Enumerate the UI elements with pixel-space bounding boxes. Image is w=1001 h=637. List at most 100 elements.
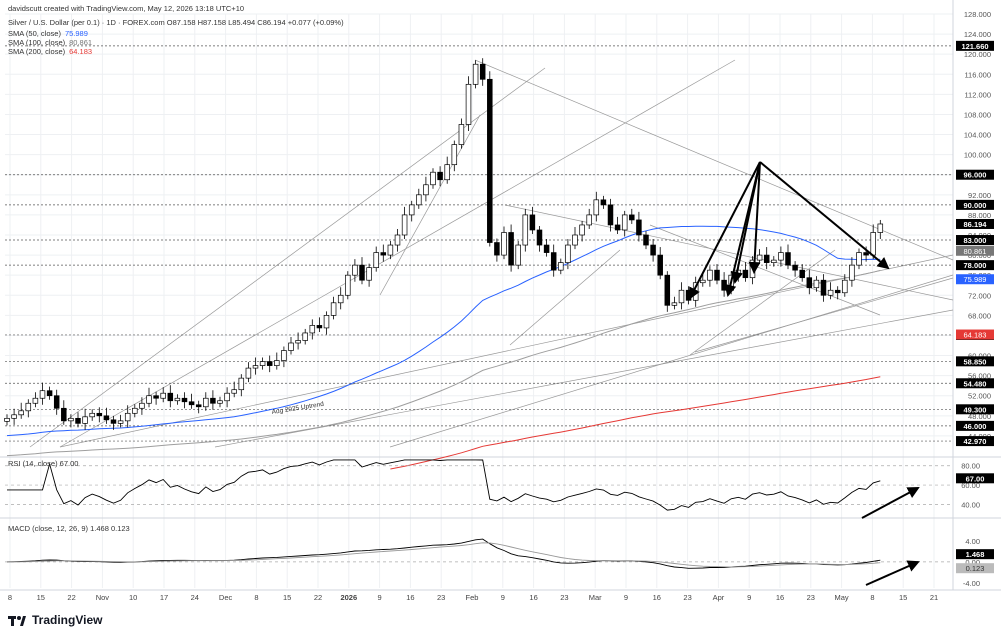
time-tick-label: Dec xyxy=(219,593,233,602)
candle-body xyxy=(408,204,415,216)
rsi-tick-label: 60.00 xyxy=(961,481,980,490)
level-tag-label: 96.000 xyxy=(964,171,987,180)
price-tick-label: 48.000 xyxy=(968,412,991,421)
candle-body xyxy=(806,277,813,289)
indicators: RSI (14, close) 67.00 MACD (close, 12, 26… xyxy=(5,459,953,569)
time-tick-label: Apr xyxy=(713,593,725,602)
time-tick-label: 23 xyxy=(437,593,445,602)
candle-body xyxy=(508,232,514,266)
candle-body xyxy=(657,254,663,276)
macd-title: MACD (close, 12, 26, 9) 1.468 0.123 xyxy=(8,524,130,533)
time-tick-label: 16 xyxy=(776,593,784,602)
level-tag-label: 46.000 xyxy=(964,422,987,431)
level-tag xyxy=(956,378,994,389)
candle-body xyxy=(11,414,17,419)
time-tick-label: 10 xyxy=(129,593,137,602)
macd-signal-line xyxy=(7,542,881,568)
sma100-line xyxy=(6,269,881,457)
price-axis: 44.00048.00052.00056.00060.00064.00068.0… xyxy=(956,10,994,588)
candle-body xyxy=(380,252,387,256)
sma-tag-label: 75.989 xyxy=(964,275,987,284)
candle-body xyxy=(870,232,876,256)
candle-body xyxy=(593,199,600,216)
sma-tag xyxy=(956,329,994,340)
time-tick-label: 16 xyxy=(529,593,537,602)
level-tag-label: 54.480 xyxy=(964,379,987,388)
sma-tag-label: 80.861 xyxy=(964,247,987,256)
candle-body xyxy=(53,395,60,409)
candle-body xyxy=(309,325,316,334)
trend-line xyxy=(214,309,954,448)
candle-body xyxy=(550,252,557,271)
candle-body xyxy=(103,415,110,421)
sma50-label: SMA (50, close) xyxy=(8,29,61,38)
time-tick-label: 16 xyxy=(406,593,414,602)
candle-body xyxy=(337,294,344,304)
price-tick-label: 104.000 xyxy=(964,131,991,140)
candle-body xyxy=(607,204,614,226)
chart-grid xyxy=(0,0,1001,591)
candle-body xyxy=(25,402,32,412)
rsi-arrow xyxy=(861,487,920,519)
candle-body xyxy=(245,367,252,379)
time-tick-label: 17 xyxy=(160,593,168,602)
candle-body xyxy=(437,171,443,181)
candle-body xyxy=(756,254,763,261)
candle-body xyxy=(664,274,671,306)
candle-body xyxy=(46,390,53,397)
price-tick-label: 56.000 xyxy=(968,372,991,381)
level-tag xyxy=(956,199,994,210)
candle-body xyxy=(110,419,117,424)
candle-body xyxy=(600,199,607,206)
time-tick-label: 9 xyxy=(747,593,751,602)
time-tick-label: 8 xyxy=(870,593,874,602)
level-tag xyxy=(956,169,994,180)
level-tag xyxy=(956,404,994,415)
trend-line xyxy=(649,224,881,316)
candle-body xyxy=(458,124,465,145)
time-tick-label: Nov xyxy=(96,593,110,602)
tradingview-logo-icon xyxy=(8,616,26,626)
sma100-legend[interactable]: SMA (100, close) 80.861 xyxy=(8,39,92,47)
moving-averages xyxy=(6,225,881,470)
level-tag xyxy=(956,235,994,246)
price-tick-label: 68.000 xyxy=(968,311,991,320)
time-tick-label: May xyxy=(835,593,849,602)
candles xyxy=(4,58,884,430)
candle-body xyxy=(529,214,536,231)
candle-body xyxy=(188,401,195,406)
level-tag xyxy=(956,356,994,367)
price-tick-label: 116.000 xyxy=(964,70,991,79)
level-tag xyxy=(956,40,994,51)
level-tag-label: 83.000 xyxy=(964,236,987,245)
sma200-value: 64.183 xyxy=(69,47,93,56)
candle-body xyxy=(522,214,529,246)
trend-line xyxy=(689,249,836,356)
time-tick-label: 23 xyxy=(683,593,691,602)
level-tag-label: 90.000 xyxy=(964,201,987,210)
candle-body xyxy=(61,407,67,422)
candle-body xyxy=(75,417,81,424)
candle-body xyxy=(210,397,216,404)
candle-body xyxy=(636,219,642,236)
candle-body xyxy=(586,214,592,226)
sma50-legend[interactable]: SMA (50, close) 75.989 xyxy=(8,30,88,38)
candle-body xyxy=(231,389,237,394)
candle-body xyxy=(543,244,550,253)
sma200-legend[interactable]: SMA (200, close) 64.183 xyxy=(8,48,92,56)
candle-body xyxy=(678,289,685,304)
candle-body xyxy=(302,332,308,341)
time-tick-label: 9 xyxy=(378,593,382,602)
candle-body xyxy=(558,262,564,271)
candle-body xyxy=(778,252,784,261)
trend-line xyxy=(694,277,954,353)
candle-body xyxy=(203,397,209,408)
candle-body xyxy=(352,264,358,276)
last-price-tag xyxy=(956,218,994,229)
price-tick-label: 60.000 xyxy=(968,352,991,361)
macd-tag-label: 1.468 xyxy=(966,550,985,559)
candle-body xyxy=(32,397,39,404)
candle-body xyxy=(629,214,635,221)
trend-lines xyxy=(29,59,954,448)
